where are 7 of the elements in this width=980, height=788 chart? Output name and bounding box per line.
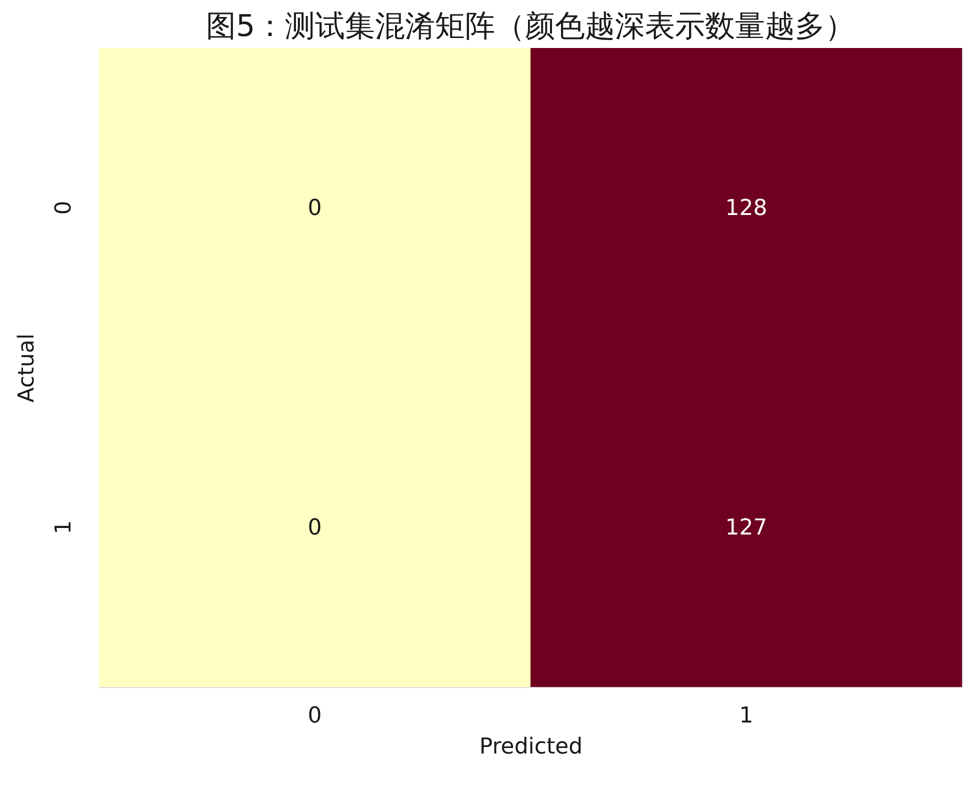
data-label: 127 — [725, 515, 768, 540]
data-label: 0 — [308, 196, 322, 221]
y-axis-title: Actual — [14, 334, 40, 402]
data-label: 128 — [725, 196, 768, 221]
x-axis-title: Predicted — [479, 734, 583, 760]
data-label: 0 — [308, 515, 322, 540]
chart-title: 图5：测试集混淆矩阵（颜色越深表示数量越多） — [206, 9, 856, 44]
